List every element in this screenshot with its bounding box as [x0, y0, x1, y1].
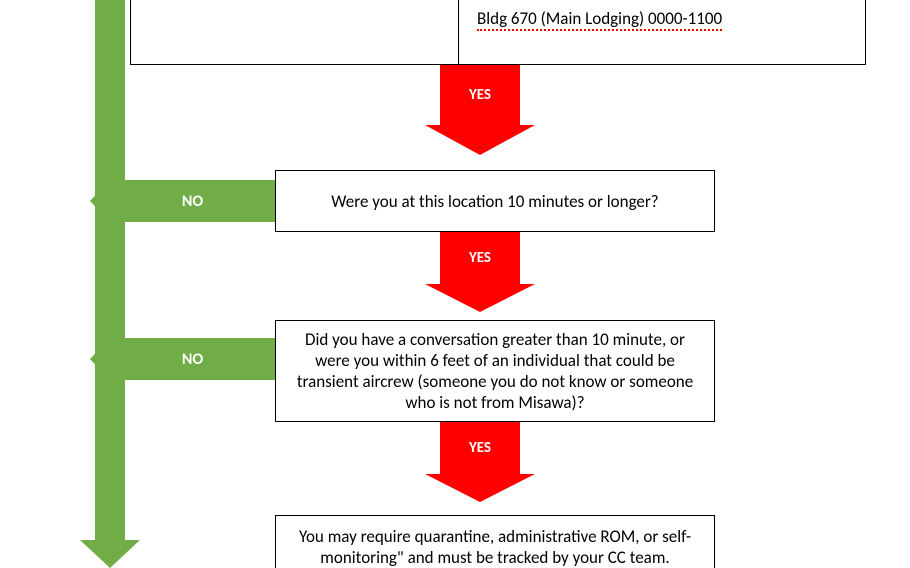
no-branch-1: NO	[110, 180, 275, 222]
result-text: You may require quarantine, administrati…	[296, 526, 694, 568]
no-label-2: NO	[182, 350, 203, 369]
question-text-1: Were you at this location 10 minutes or …	[331, 191, 658, 212]
yes-label-2: YES	[469, 249, 491, 267]
yes-label-3: YES	[469, 439, 491, 457]
question-text-2: Did you have a conversation greater than…	[296, 329, 694, 413]
top-box-right-text: Bldg 670 (Main Lodging) 0000-1100	[477, 8, 722, 31]
flowchart-container: O N O Bldg 670 (Main Lodging) 0000-1100 …	[0, 0, 910, 568]
top-box-left	[130, 0, 458, 65]
letter-o-top: O	[77, 5, 89, 27]
yes-arrow-1: YES	[440, 65, 520, 125]
yes-arrow-2: YES	[440, 232, 520, 284]
yes-label-1: YES	[469, 86, 491, 104]
question-box-2: Did you have a conversation greater than…	[275, 320, 715, 422]
top-box-right: Bldg 670 (Main Lodging) 0000-1100	[458, 0, 866, 65]
result-box: You may require quarantine, administrati…	[275, 515, 715, 568]
no-label-1: NO	[182, 192, 203, 211]
no-path-arrowhead	[80, 540, 140, 568]
question-box-1: Were you at this location 10 minutes or …	[275, 170, 715, 232]
no-path-bar	[95, 0, 125, 545]
letter-o-bottom: O	[77, 495, 89, 517]
yes-arrow-3: YES	[440, 422, 520, 474]
letter-n-bottom: N	[77, 460, 89, 482]
no-branch-2: NO	[110, 338, 275, 380]
